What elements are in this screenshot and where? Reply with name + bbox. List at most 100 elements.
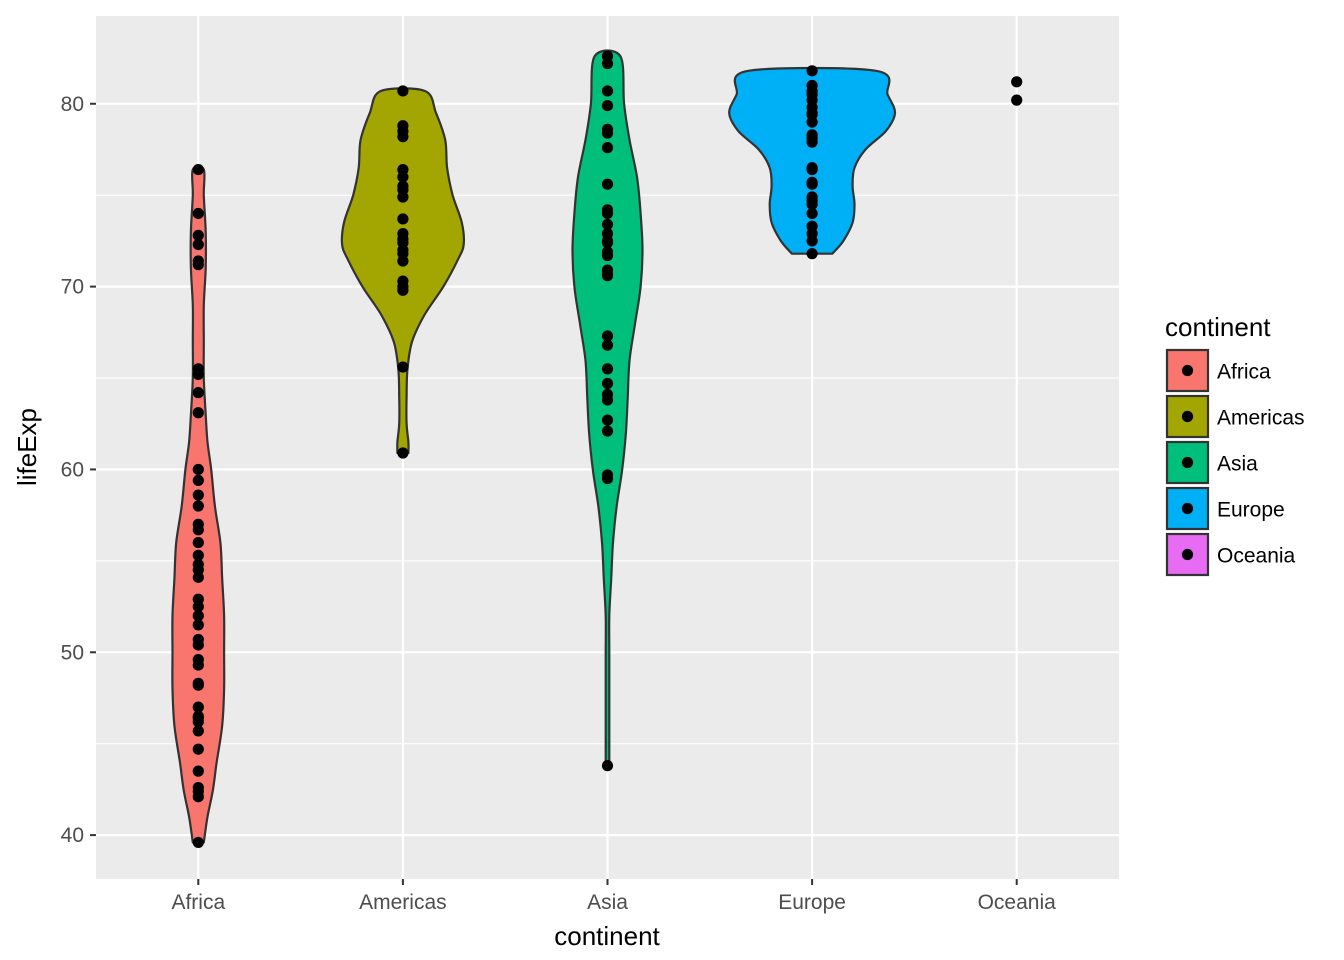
point-asia [601, 127, 614, 139]
point-africa [192, 238, 204, 251]
point-africa [192, 500, 204, 512]
legend: continent Africa Americas Asia Europe Oceani… [1165, 312, 1305, 577]
point-africa [192, 474, 204, 487]
point-americas [397, 213, 409, 225]
legend-label: Africa [1217, 361, 1271, 384]
point-europe [806, 198, 818, 210]
y-tick-label: 40 [61, 824, 84, 847]
legend-key-point [1181, 410, 1194, 423]
point-asia [601, 218, 614, 231]
x-tick-label: Europe [778, 891, 846, 914]
point-asia [601, 99, 614, 112]
point-asia [601, 268, 614, 280]
point-asia [601, 85, 614, 97]
point-africa [192, 368, 204, 380]
y-tick-label: 70 [61, 276, 84, 299]
legend-label: Europe [1217, 499, 1285, 522]
point-africa [192, 524, 204, 536]
point-asia [601, 425, 614, 437]
point-africa [192, 259, 204, 271]
y-tick-label: 60 [61, 458, 84, 481]
legend-key-point [1181, 502, 1194, 515]
legend-label: Asia [1217, 453, 1258, 476]
x-tick-label: Asia [587, 891, 628, 914]
point-oceania [1011, 76, 1023, 88]
point-africa [192, 600, 204, 613]
point-africa [192, 229, 204, 242]
violin-asia [571, 49, 644, 767]
point-africa [192, 716, 204, 728]
point-europe [806, 65, 818, 77]
point-asia [601, 394, 614, 406]
point-americas [397, 361, 409, 373]
point-africa [192, 679, 204, 691]
point-africa [192, 639, 204, 651]
x-tick-label: Africa [171, 891, 225, 914]
point-africa [192, 743, 204, 755]
legend-item-europe: Europe [1165, 486, 1285, 531]
y-tick-label: 50 [61, 641, 84, 664]
point-europe [806, 207, 818, 220]
point-africa [192, 207, 204, 220]
point-asia [601, 57, 614, 70]
point-asia [601, 142, 614, 154]
point-asia [601, 339, 614, 351]
legend-label: Oceania [1217, 545, 1296, 568]
legend-key-point [1181, 364, 1194, 377]
point-asia [601, 377, 614, 390]
point-asia [601, 330, 614, 342]
point-africa [192, 610, 204, 622]
point-africa [192, 765, 204, 777]
point-asia [601, 237, 614, 249]
x-axis-title: continent [554, 921, 660, 951]
point-asia [601, 472, 614, 485]
legend-item-asia: Asia [1165, 440, 1258, 485]
point-americas [397, 447, 409, 459]
legend-key-point [1181, 456, 1194, 469]
point-asia [601, 414, 614, 426]
point-asia [601, 363, 614, 375]
point-europe [806, 116, 818, 128]
point-europe [806, 178, 818, 190]
point-asia [601, 207, 614, 220]
point-americas [397, 131, 409, 143]
point-europe [806, 136, 818, 148]
point-americas [397, 171, 409, 183]
point-africa [192, 701, 204, 713]
legend-title: continent [1165, 312, 1271, 342]
point-americas [397, 255, 409, 267]
point-oceania [1011, 94, 1023, 106]
x-axis: Africa Americas Asia Europe Oceania [171, 879, 1056, 914]
point-africa [192, 536, 204, 549]
y-axis-title: lifeExp [12, 408, 42, 486]
point-asia [601, 178, 614, 190]
point-africa [192, 163, 204, 176]
point-africa [192, 791, 204, 803]
y-tick-label: 80 [61, 93, 84, 116]
y-axis: 40 50 60 70 80 [61, 93, 96, 847]
point-africa [192, 725, 204, 737]
x-tick-label: Americas [359, 891, 447, 914]
point-europe [806, 235, 818, 247]
point-africa [192, 619, 204, 631]
point-asia [601, 760, 614, 772]
point-africa [192, 463, 204, 476]
legend-key-point [1181, 548, 1194, 561]
point-europe [806, 248, 818, 260]
legend-item-oceania: Oceania [1165, 532, 1296, 577]
point-americas [397, 284, 409, 296]
point-asia [601, 249, 614, 262]
point-europe [806, 163, 818, 176]
point-africa [192, 571, 204, 583]
point-africa [192, 407, 204, 419]
point-africa [192, 387, 204, 399]
legend-item-americas: Americas [1165, 394, 1305, 439]
point-africa [192, 549, 204, 561]
point-africa [192, 489, 204, 501]
violin-europe [728, 66, 897, 255]
violins [171, 49, 897, 844]
point-africa [192, 836, 204, 849]
legend-item-africa: Africa [1165, 348, 1271, 393]
point-americas [397, 85, 409, 97]
